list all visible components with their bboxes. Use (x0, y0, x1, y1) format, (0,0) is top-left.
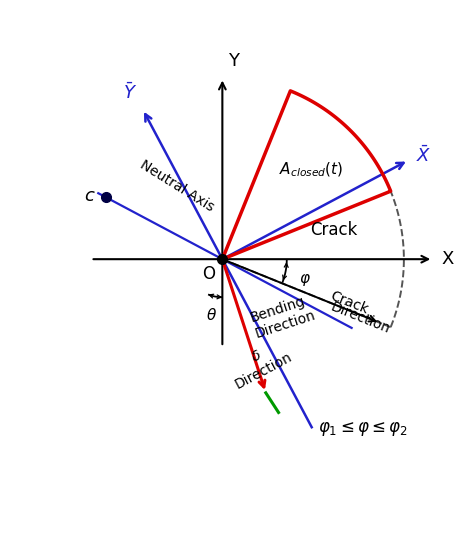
Text: O: O (202, 265, 215, 283)
Text: $\bar{Y}$: $\bar{Y}$ (123, 83, 137, 103)
Text: $A_{closed}(t)$: $A_{closed}(t)$ (279, 161, 344, 179)
Text: X: X (442, 250, 454, 268)
Text: $\bar{X}$: $\bar{X}$ (416, 146, 431, 166)
Text: $\varphi_1\leq\varphi\leq\varphi_2$: $\varphi_1\leq\varphi\leq\varphi_2$ (318, 420, 408, 438)
Text: Neutral Axis: Neutral Axis (137, 158, 217, 214)
Text: $\theta$: $\theta$ (206, 307, 217, 323)
Text: $\delta$
Direction: $\delta$ Direction (225, 335, 295, 391)
Text: Y: Y (228, 52, 239, 70)
Text: Crack: Crack (328, 289, 371, 317)
Text: Crack: Crack (310, 221, 357, 239)
Text: Direction: Direction (328, 300, 392, 336)
Text: $\varphi$: $\varphi$ (299, 271, 310, 287)
Text: Bending
Direction: Bending Direction (248, 292, 317, 341)
Text: c: c (84, 187, 94, 205)
